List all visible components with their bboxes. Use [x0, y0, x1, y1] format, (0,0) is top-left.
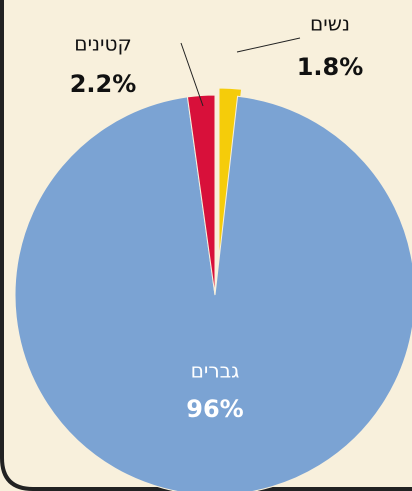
slice-label: גברים — [191, 359, 240, 383]
slice-label: נשים — [310, 12, 350, 36]
leader-line — [180, 42, 204, 107]
pie-slice — [186, 94, 216, 296]
leader-line — [236, 37, 301, 53]
pie-slice — [14, 95, 412, 491]
value-label: 1.8% — [297, 53, 364, 81]
value-label: 96% — [186, 395, 243, 423]
value-label: 2.2% — [70, 70, 137, 98]
slice-label: קטינים — [74, 32, 131, 56]
